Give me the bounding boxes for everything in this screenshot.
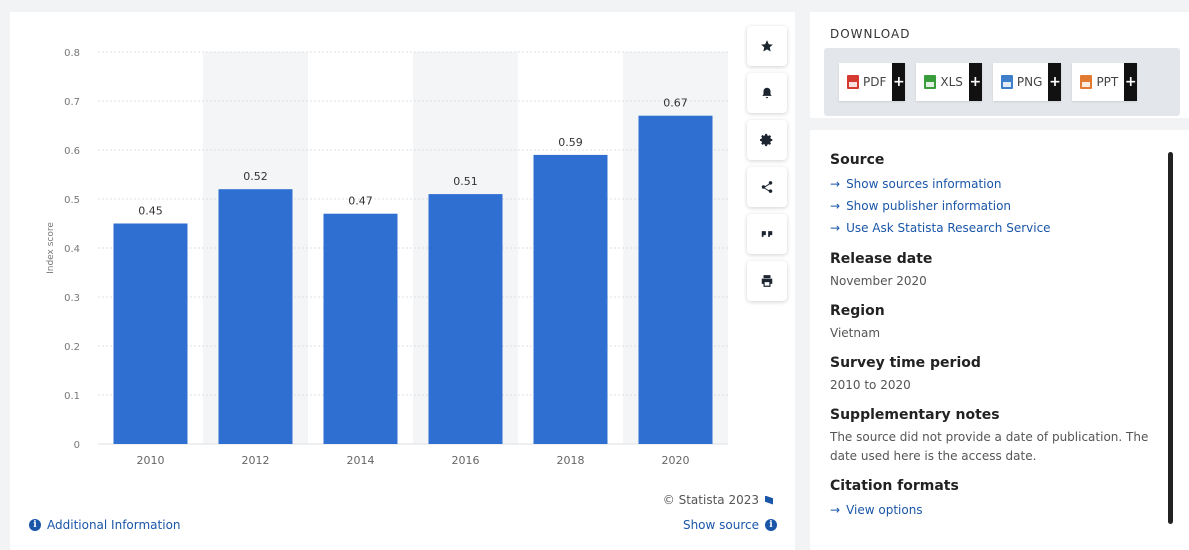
arrow-right-icon: → [830,221,841,235]
xls-plus-button[interactable]: + [968,63,982,101]
pdf-label: PDF [863,75,887,89]
credit-text: © Statista 2023 [662,493,759,507]
download-title: DOWNLOAD [830,27,911,41]
y-tick-label: 0.8 [64,48,80,59]
y-tick-label: 0.5 [64,195,80,206]
survey-period-value: 2010 to 2020 [830,378,911,392]
y-tick-label: 0.1 [64,391,80,402]
data-label: 0.45 [138,205,163,218]
info-icon: i [765,519,777,531]
png-icon [1000,75,1013,89]
pdf-icon [847,75,859,89]
data-label: 0.67 [663,97,688,110]
bar-chart: 0 0.1 0.2 0.3 0.4 0.5 0.6 0.7 0.8 Index score 0.45… [46,48,728,467]
info-panel: Source → Show sources information → Show p… [810,130,1189,550]
print-icon [761,275,773,287]
info-content: Source → Show sources information → Show p… [830,152,1160,533]
show-source-link[interactable]: Show source i [683,518,777,532]
ask-statista-label: Use Ask Statista Research Service [846,221,1051,235]
show-publisher-link[interactable]: → Show publisher information [830,195,1160,217]
data-label: 0.51 [453,175,478,188]
release-date-value: November 2020 [830,274,927,288]
y-tick-label: 0.4 [64,244,80,255]
view-options-label: View options [846,503,923,517]
scrollbar[interactable] [1168,152,1173,524]
download-xls-button[interactable]: XLS + [916,63,982,101]
xls-label: XLS [940,75,963,89]
download-ppt-button[interactable]: PPT + [1072,63,1138,101]
download-panel: DOWNLOAD PDF + XLS + PNG + PPT + [810,12,1189,118]
favorite-button[interactable] [747,26,787,66]
source-heading: Source [830,152,885,168]
share-button[interactable] [747,167,787,207]
pdf-plus-button[interactable]: + [892,63,906,101]
settings-button[interactable] [747,120,787,160]
supplementary-notes-heading: Supplementary notes [830,407,1000,423]
x-tick-label: 2014 [347,454,375,467]
bell-icon [762,87,772,99]
bar [428,194,503,444]
data-label: 0.52 [243,170,268,183]
region-value: Vietnam [830,326,881,340]
x-tick-label: 2016 [452,454,480,467]
x-tick-label: 2018 [557,454,585,467]
download-pdf-button[interactable]: PDF + [839,63,906,101]
notification-button[interactable] [747,73,787,113]
y-tick-label: 0.7 [64,97,80,108]
cite-button[interactable] [747,214,787,254]
png-label: PNG [1016,75,1043,89]
ppt-label: PPT [1096,75,1119,89]
additional-information-link[interactable]: i Additional Information [29,518,181,532]
y-tick-label: 0 [74,440,80,451]
arrow-right-icon: → [830,177,841,191]
region-heading: Region [830,303,885,319]
quote-icon [761,231,773,237]
survey-period-heading: Survey time period [830,355,981,371]
statista-credit[interactable]: © Statista 2023 [663,493,773,507]
arrow-right-icon: → [830,503,841,517]
y-tick-label: 0.6 [64,146,80,157]
y-tick-label: 0.2 [64,342,80,353]
ask-statista-link[interactable]: → Use Ask Statista Research Service [830,217,1160,239]
show-source-label: Show source [682,518,759,532]
x-tick-label: 2020 [662,454,690,467]
gear-icon [760,133,773,147]
view-options-link[interactable]: → View options [830,499,1160,521]
bar [218,189,293,444]
additional-information-label: Additional Information [47,518,181,532]
x-tick-label: 2010 [137,454,165,467]
show-sources-link[interactable]: → Show sources information [830,173,1160,195]
info-icon: i [29,519,41,531]
ppt-plus-button[interactable]: + [1124,63,1138,101]
share-icon [761,181,773,193]
data-label: 0.47 [348,195,373,208]
data-label: 0.59 [558,136,583,149]
x-tick-label: 2012 [242,454,270,467]
chart-toolbar [747,26,789,308]
bar [638,115,713,444]
print-button[interactable] [747,261,787,301]
flag-icon [765,495,773,505]
png-plus-button[interactable]: + [1048,63,1062,101]
y-tick-label: 0.3 [64,293,80,304]
arrow-right-icon: → [830,199,841,213]
show-sources-label: Show sources information [846,177,1002,191]
bar [323,213,398,444]
star-icon [761,40,773,52]
supplementary-notes-value: The source did not provide a date of pub… [830,430,1149,463]
y-axis-label: Index score [46,222,56,274]
ppt-icon [1080,75,1093,89]
chart-card: 0 0.1 0.2 0.3 0.4 0.5 0.6 0.7 0.8 Index score 0.45… [10,12,795,550]
bar [533,154,608,444]
citation-formats-heading: Citation formats [830,478,959,494]
xls-icon [924,75,937,89]
download-bar: PDF + XLS + PNG + PPT + [824,48,1180,116]
show-publisher-label: Show publisher information [846,199,1012,213]
download-png-button[interactable]: PNG + [992,63,1062,101]
release-date-heading: Release date [830,251,933,267]
bar [113,223,188,444]
